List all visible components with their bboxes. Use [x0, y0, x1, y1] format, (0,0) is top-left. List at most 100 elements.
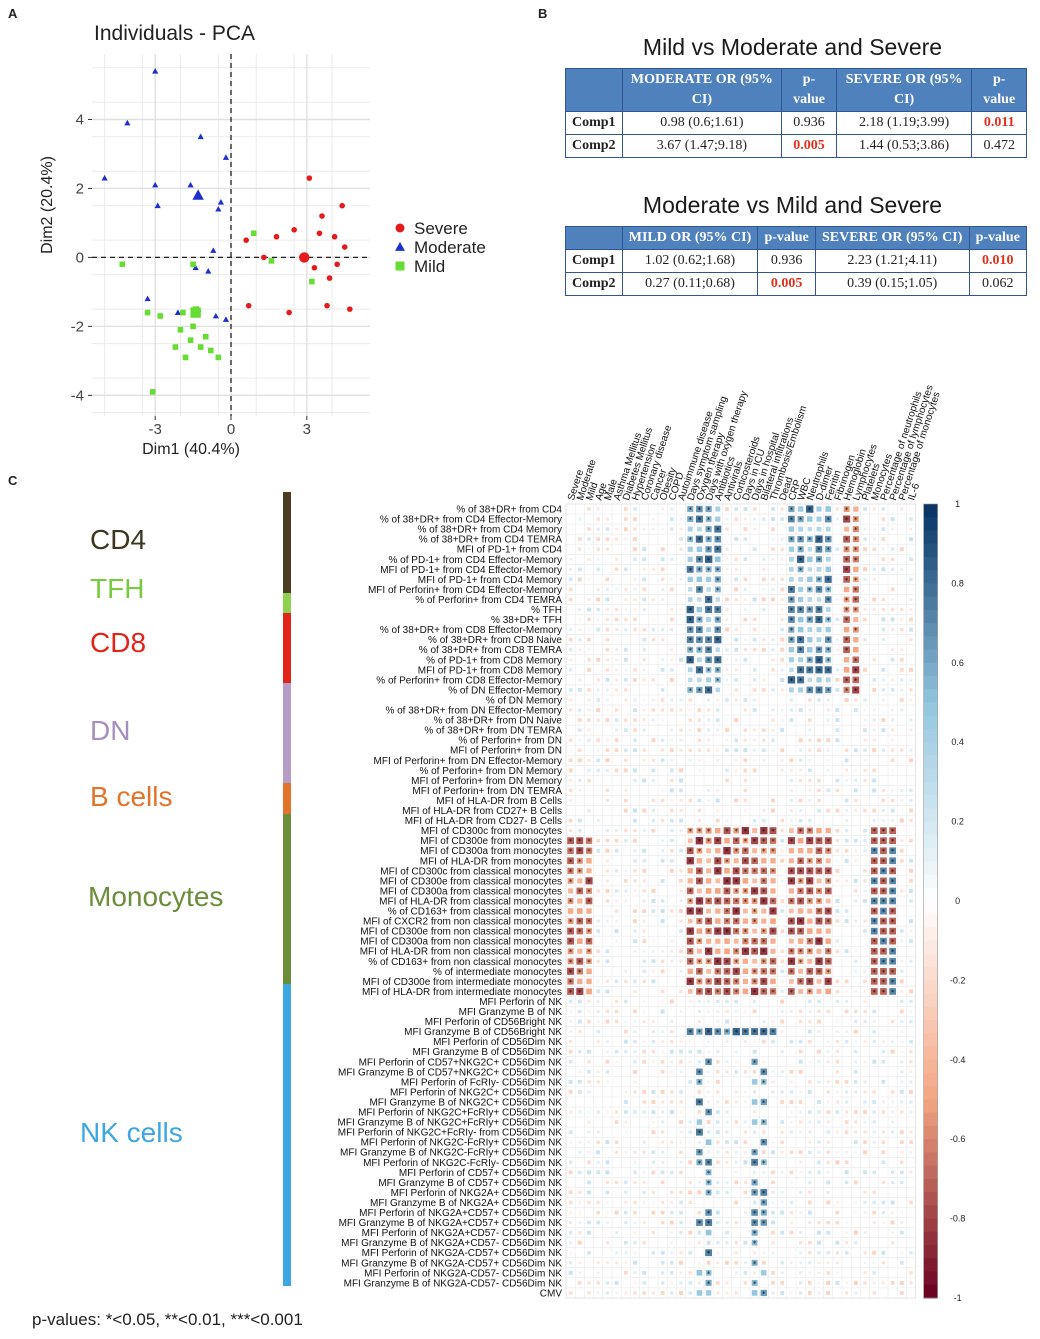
- significance-mark: *: [799, 607, 803, 615]
- heatmap-cell: [880, 907, 887, 915]
- heatmap-cell: [707, 1040, 710, 1043]
- heatmap-cell: [843, 657, 850, 663]
- heatmap-cell: [891, 1241, 895, 1245]
- heatmap-cell: [891, 1130, 895, 1134]
- heatmap-cell: [787, 867, 795, 875]
- significance-mark: *: [753, 948, 757, 956]
- heatmap-cell: [605, 1009, 609, 1014]
- heatmap-cell: [642, 859, 646, 863]
- heatmap-cell: [900, 567, 904, 571]
- heatmap-cell: [587, 648, 591, 651]
- significance-mark: *: [891, 908, 895, 916]
- heatmap-cell: [687, 556, 693, 562]
- significance-mark: *: [799, 546, 803, 554]
- heatmap-cell: [705, 837, 712, 844]
- heatmap-cell: [882, 1040, 885, 1043]
- heatmap-cell: [716, 1281, 720, 1285]
- heatmap-cell: [715, 1130, 720, 1134]
- heatmap-cell: [762, 759, 766, 762]
- heatmap-cell: [615, 628, 619, 632]
- significance-mark: *: [808, 968, 812, 976]
- heatmap-cell: [780, 1140, 784, 1144]
- heatmap-cell: [706, 858, 712, 864]
- heatmap-cell: [806, 686, 814, 694]
- heatmap-cell: [817, 999, 821, 1004]
- significance-mark: *: [891, 928, 895, 936]
- heatmap-cell: [863, 598, 867, 601]
- significance-mark: *: [808, 878, 812, 886]
- x-tick-label: -3: [149, 421, 162, 438]
- heatmap-cell: [808, 1130, 812, 1134]
- heatmap-cell: [743, 507, 748, 511]
- heatmap-cell: [698, 1000, 701, 1003]
- heatmap-cell: [882, 1281, 885, 1285]
- heatmap-cell: [577, 908, 583, 914]
- table1-cell-p1: 0.936: [781, 111, 837, 135]
- heatmap-cell: [836, 749, 839, 752]
- colorbar-step: [923, 755, 938, 770]
- heatmap-cell: [633, 1069, 637, 1074]
- heatmap-cell: [679, 1160, 683, 1164]
- significance-mark: *: [698, 627, 702, 635]
- heatmap-cell: [696, 636, 703, 643]
- heatmap-cell: [642, 567, 646, 571]
- heatmap-cell: [826, 769, 830, 772]
- heatmap-row-label: % of PD-1+ from CD4 Effector-Memory: [389, 555, 562, 566]
- significance-mark: *: [744, 838, 748, 846]
- heatmap-cell: [853, 1029, 858, 1034]
- heatmap-cell: [899, 698, 904, 702]
- heatmap-cell: [816, 887, 822, 894]
- heatmap-cell: [909, 868, 913, 873]
- heatmap-cell: [605, 1291, 609, 1295]
- colorbar-step: [923, 742, 938, 756]
- heatmap-cell: [679, 1150, 683, 1154]
- heatmap-cell: [670, 1140, 674, 1144]
- significance-mark: *: [817, 667, 821, 675]
- heatmap-cell: [753, 738, 756, 742]
- heatmap-cell: [715, 516, 721, 522]
- heatmap-cell: [670, 578, 673, 581]
- heatmap-row-label: MFI of HLA-DR from classical monocytes: [379, 897, 562, 908]
- heatmap-cell: [872, 578, 876, 581]
- heatmap-cell: [761, 1150, 766, 1155]
- significance-mark: *: [753, 858, 757, 866]
- heatmap-cell: [734, 658, 738, 662]
- heatmap-cell: [725, 568, 729, 571]
- heatmap-cell: [696, 1119, 703, 1125]
- colorbar-step: [923, 596, 938, 611]
- heatmap-cell: [624, 517, 628, 521]
- heatmap-cell: [899, 1009, 904, 1014]
- heatmap-cell: [624, 758, 628, 762]
- heatmap-cell: [715, 908, 721, 914]
- heatmap-cell: [670, 628, 674, 632]
- heatmap-cell: [872, 1090, 876, 1094]
- significance-mark: *: [578, 928, 582, 936]
- heatmap-cell: [825, 877, 832, 884]
- heatmap-cell: [670, 728, 674, 732]
- heatmap-cell: [909, 1170, 913, 1174]
- heatmap-cell: [741, 1028, 749, 1036]
- heatmap-cell: [799, 1130, 802, 1134]
- heatmap-cell: [670, 959, 674, 963]
- heatmap-cell: [761, 918, 767, 924]
- heatmap-cell: [889, 897, 896, 905]
- heatmap-cell: [789, 708, 793, 712]
- heatmap-cell: [652, 1060, 655, 1063]
- significance-mark: *: [707, 667, 711, 675]
- heatmap-cell: [605, 869, 609, 873]
- heatmap-cell: [825, 938, 831, 944]
- heatmap-cell: [771, 1251, 775, 1254]
- heatmap-cell: [569, 1030, 572, 1033]
- heatmap-cell: [679, 1100, 683, 1104]
- heatmap-cell: [651, 1040, 656, 1044]
- heatmap-cell: [760, 1289, 767, 1297]
- heatmap-cell: [789, 1230, 794, 1235]
- significance-mark: *: [808, 838, 812, 846]
- heatmap-cell: [881, 1261, 885, 1265]
- heatmap-cell: [725, 748, 729, 753]
- heatmap-cell: [714, 857, 722, 865]
- heatmap-cell: [817, 1251, 821, 1255]
- heatmap-cell: [596, 567, 600, 571]
- heatmap-cell: [651, 959, 656, 964]
- heatmap-cell: [587, 628, 591, 631]
